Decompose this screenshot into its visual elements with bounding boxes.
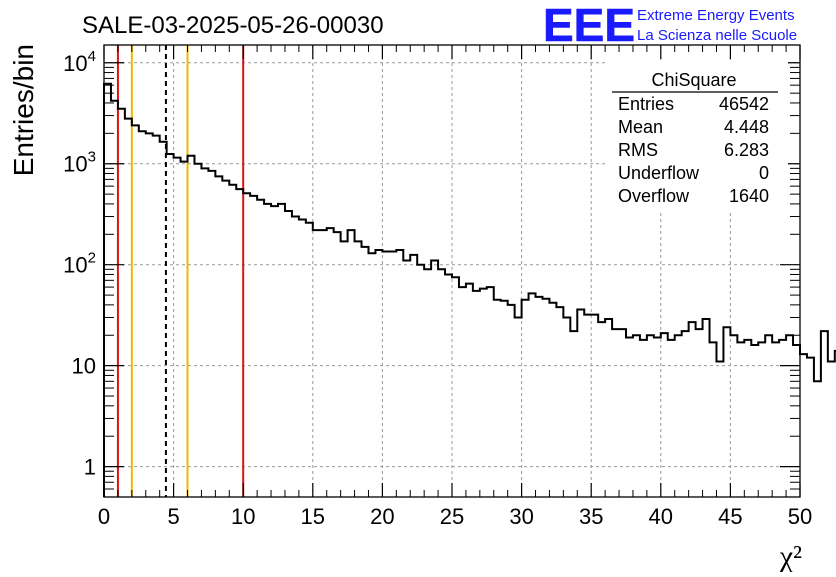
histogram-layer bbox=[103, 82, 836, 497]
run-title: SALE-03-2025-05-26-00030 bbox=[82, 12, 384, 39]
stats-box-background bbox=[608, 60, 788, 210]
org-line-1: Extreme Energy Events bbox=[637, 7, 795, 24]
stats-label-rms: RMS bbox=[618, 140, 658, 160]
y-tick-label: 1 bbox=[84, 455, 96, 480]
stats-box: ChiSquare Entries 46542 Mean 4.448 RMS 6… bbox=[608, 60, 788, 210]
y-tick-label: 10 bbox=[72, 354, 96, 379]
x-tick-label: 30 bbox=[509, 504, 533, 529]
x-tick-label: 25 bbox=[440, 504, 464, 529]
stats-label-mean: Mean bbox=[618, 117, 663, 137]
y-tick-label: 103 bbox=[63, 149, 96, 177]
x-tick-label: 5 bbox=[167, 504, 179, 529]
stats-value-rms: 6.283 bbox=[724, 140, 769, 160]
stats-label-underflow: Underflow bbox=[618, 163, 700, 183]
stats-label-overflow: Overflow bbox=[618, 186, 690, 206]
x-axis-label: χ² bbox=[779, 540, 802, 572]
y-tick-label: 104 bbox=[63, 48, 96, 76]
stats-value-entries: 46542 bbox=[719, 94, 769, 114]
x-tick-label: 10 bbox=[231, 504, 255, 529]
stats-value-underflow: 0 bbox=[759, 163, 769, 183]
stats-label-entries: Entries bbox=[618, 94, 674, 114]
stats-value-mean: 4.448 bbox=[724, 117, 769, 137]
eee-logo-text: EEE bbox=[543, 0, 635, 51]
x-tick-label: 15 bbox=[301, 504, 325, 529]
x-tick-label: 45 bbox=[718, 504, 742, 529]
eee-logo: EEE Extreme Energy Events La Scienza nel… bbox=[543, 0, 797, 51]
x-tick-label: 35 bbox=[579, 504, 603, 529]
grid-layer bbox=[104, 45, 800, 497]
stats-title: ChiSquare bbox=[651, 70, 736, 90]
x-tick-label: 0 bbox=[98, 504, 110, 529]
axis-ticks-layer: 0 5 10 15 20 25 30 35 40 45 50 1 10 102 103 104 bbox=[63, 45, 812, 529]
y-axis-label: Entries/bin bbox=[8, 44, 39, 176]
x-tick-label: 50 bbox=[788, 504, 812, 529]
x-tick-label: 40 bbox=[649, 504, 673, 529]
histogram-outline bbox=[103, 82, 836, 497]
y-tick-label: 102 bbox=[63, 250, 96, 278]
stats-value-overflow: 1640 bbox=[729, 186, 769, 206]
x-tick-label: 20 bbox=[370, 504, 394, 529]
org-line-2: La Scienza nelle Scuole bbox=[637, 27, 797, 44]
